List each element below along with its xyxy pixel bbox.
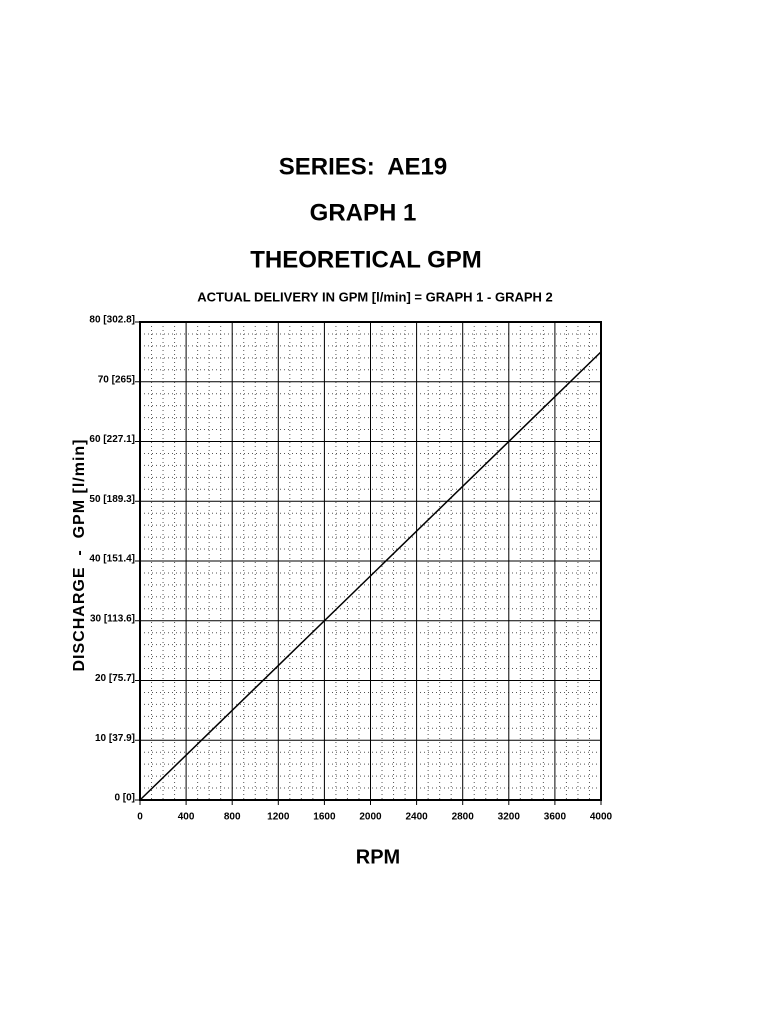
x-tick-label: 1600	[313, 812, 336, 823]
x-tick-label: 3600	[544, 812, 567, 823]
x-tick-label: 3200	[498, 812, 521, 823]
y-tick-label: 60 [227.1]	[89, 434, 135, 445]
y-tick-label: 30 [113.6]	[90, 613, 135, 624]
x-tick-label: 2000	[359, 812, 382, 823]
data-line	[139, 351, 602, 801]
chart-subtitle: GRAPH 1	[310, 199, 417, 226]
y-tick-label: 80 [302.8]	[89, 315, 135, 326]
y-axis-label: DISCHARGE - GPM [l/min]	[71, 439, 88, 672]
chart-note: ACTUAL DELIVERY IN GPM [l/min] = GRAPH 1…	[197, 289, 553, 304]
x-tick-label: 800	[224, 812, 241, 823]
x-tick-label: 2800	[452, 812, 475, 823]
x-tick-label: 400	[178, 812, 195, 823]
x-tick-label: 4000	[590, 812, 613, 823]
y-tick-label: 40 [151.4]	[89, 554, 135, 565]
chart-title: SERIES: AE19	[279, 153, 448, 180]
y-tick-label: 10 [37.9]	[95, 733, 135, 744]
y-tick-label: 70 [265]	[98, 374, 135, 385]
y-tick-label: 50 [189.3]	[89, 494, 135, 505]
x-tick-label: 2400	[405, 812, 428, 823]
x-axis-label: RPM	[356, 846, 400, 868]
x-tick-label: 0	[137, 812, 143, 823]
chart-subtitle: THEORETICAL GPM	[250, 246, 482, 273]
y-tick-label: 20 [75.7]	[95, 673, 135, 684]
x-tick-label: 1200	[267, 812, 290, 823]
plot-frame	[139, 321, 602, 801]
y-tick-label: 0 [0]	[114, 793, 135, 804]
